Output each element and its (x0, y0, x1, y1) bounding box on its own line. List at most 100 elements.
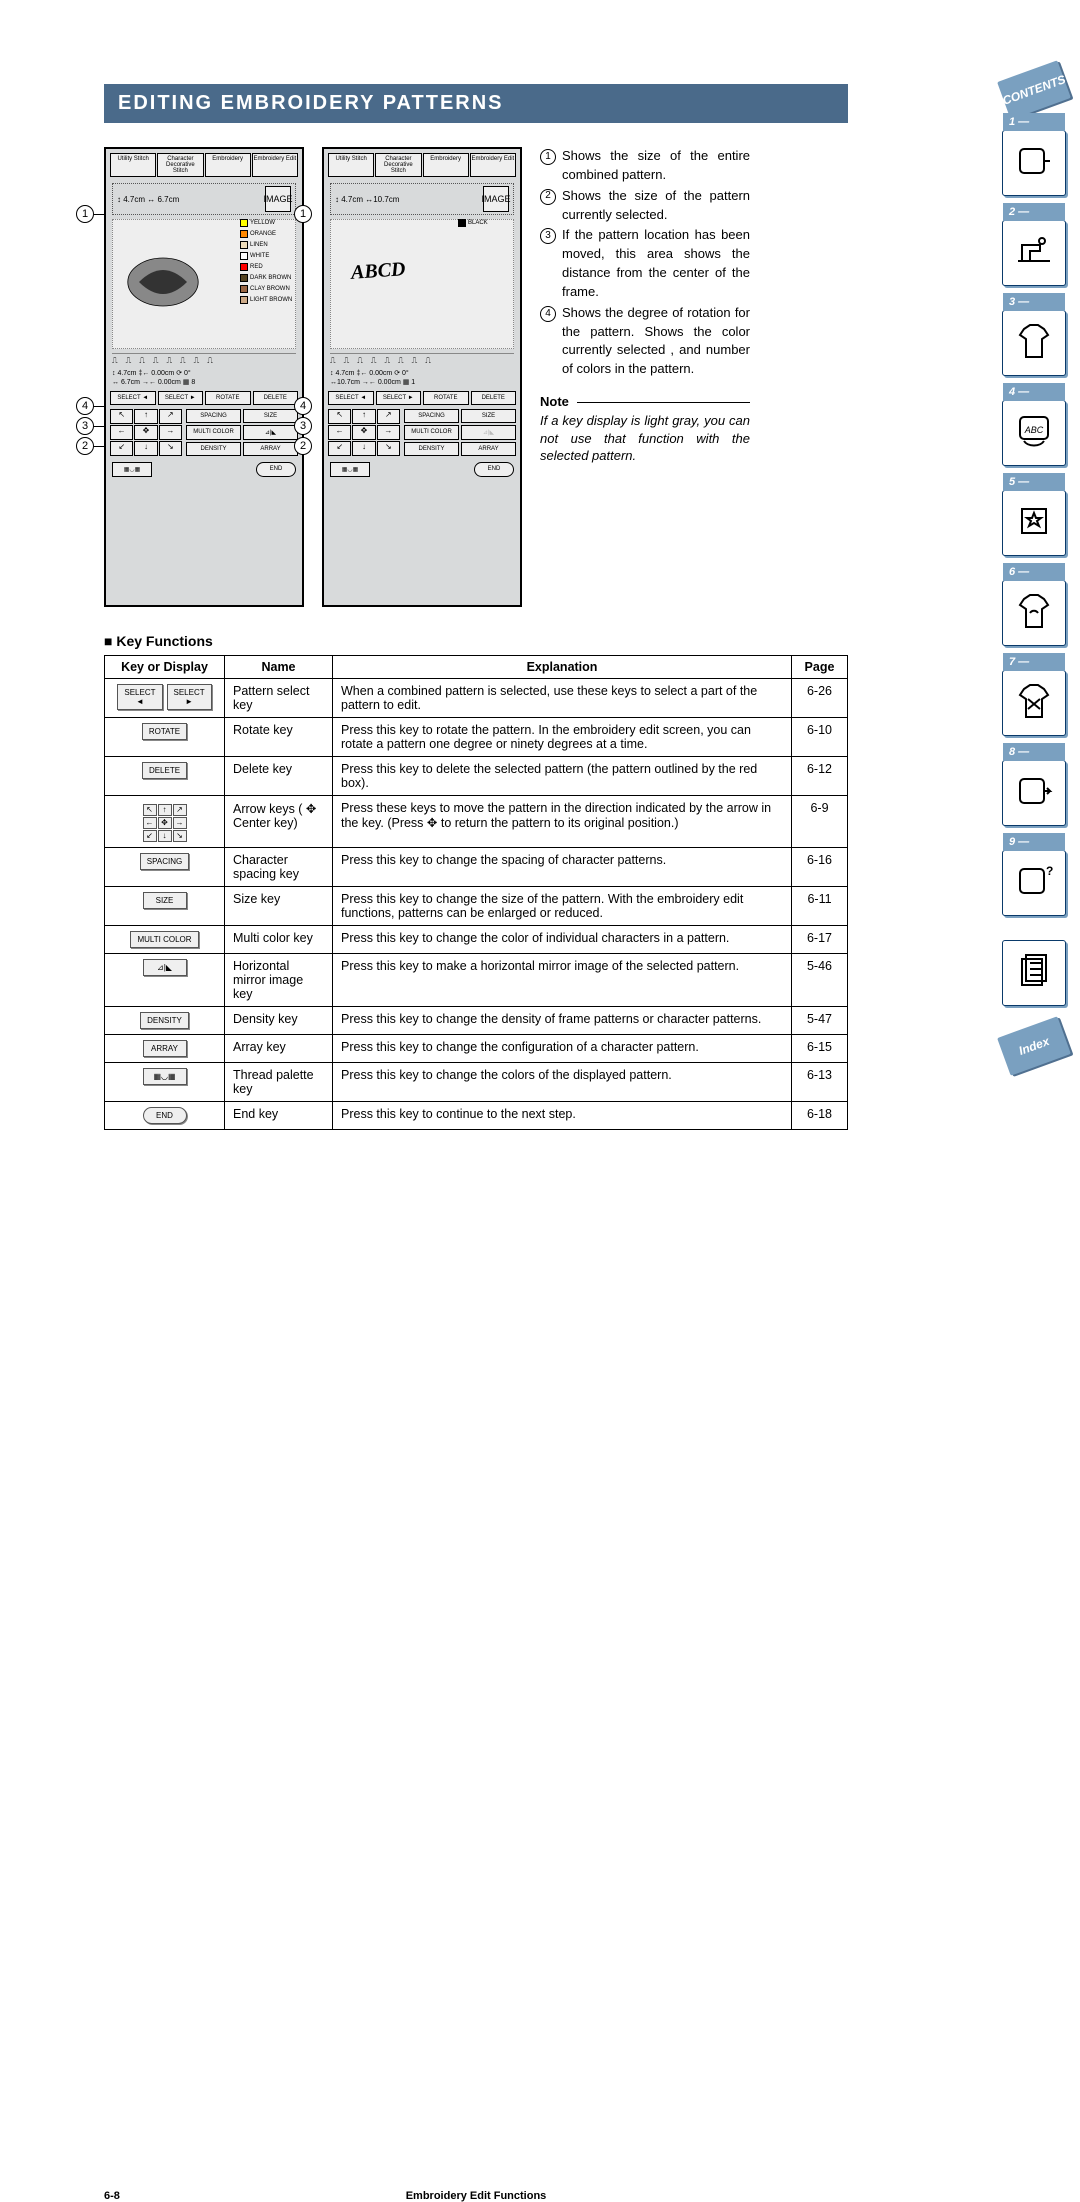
key-display-cell: ↖↑↗←✥→↙↓↘ (105, 796, 225, 848)
key-page-cell: 6-18 (792, 1102, 848, 1130)
callout-marker-3: 3 (76, 417, 94, 435)
key-explanation-cell: Press this key to change the spacing of … (333, 848, 792, 887)
table-row: ENDEnd keyPress this key to continue to … (105, 1102, 848, 1130)
machine-icon (1014, 231, 1054, 276)
chapter-tab[interactable]: 1 — (1002, 130, 1066, 196)
lcd-tab: Character Decorative Stitch (157, 153, 203, 177)
lcd-tab: Embroidery Edit (252, 153, 298, 177)
design-text: ABCD (350, 258, 406, 285)
key-display-cell: ▦◡▦ (105, 1063, 225, 1102)
arrow-pad: ↖↑↗ ←✥→ ↙↓↘ (110, 409, 182, 456)
chapter-tab-number: 6 — (1003, 563, 1065, 581)
key-name-cell: Array key (225, 1035, 333, 1063)
table-row: ▦◡▦Thread palette keyPress this key to c… (105, 1063, 848, 1102)
star-frame-icon (1014, 501, 1054, 546)
key-explanation-cell: Press this key to rotate the pattern. In… (333, 718, 792, 757)
hoop-q-icon: ?! (1014, 861, 1054, 906)
contents-tab[interactable]: CONTENTS (997, 60, 1071, 119)
array-key: ARRAY (243, 442, 298, 456)
key-name-cell: Horizontal mirror image key (225, 954, 333, 1007)
lcd-screen-1: 1 4 3 2 Utility Stitch Character Decorat… (104, 147, 304, 607)
key-explanation-cell: Press this key to change the colors of t… (333, 1063, 792, 1102)
callout-marker-2: 2 (76, 437, 94, 455)
key-page-cell: 5-46 (792, 954, 848, 1007)
abc-hoop-icon: ABC (1014, 411, 1054, 456)
chapter-sidebar: CONTENTS 1 —2 —3 —4 —ABC5 —6 —7 —8 —9 —?… (1002, 70, 1080, 1066)
table-row: SPACINGCharacter spacing keyPress this k… (105, 848, 848, 887)
callout-marker-1: 1 (76, 205, 94, 223)
key-explanation-cell: Press this key to change the density of … (333, 1007, 792, 1035)
table-row: ⊿|◣Horizontal mirror image keyPress this… (105, 954, 848, 1007)
table-row: SELECT◄SELECT►Pattern select keyWhen a c… (105, 679, 848, 718)
key-page-cell: 6-26 (792, 679, 848, 718)
lcd-tab: Embroidery (205, 153, 251, 177)
figure-row: 1 4 3 2 Utility Stitch Character Decorat… (104, 147, 848, 607)
multicolor-key: MULTI COLOR (186, 425, 241, 440)
table-row: ARRAYArray keyPress this key to change t… (105, 1035, 848, 1063)
key-explanation-cell: Press this key to make a horizontal mirr… (333, 954, 792, 1007)
key-functions-heading: ■ Key Functions (104, 633, 848, 649)
mirror-key: ⊿|◣ (243, 425, 298, 440)
key-explanation-cell: When a combined pattern is selected, use… (333, 679, 792, 718)
chapter-tab[interactable]: 8 — (1002, 760, 1066, 826)
index-tab[interactable]: Index (997, 1016, 1071, 1075)
end-key: END (256, 462, 296, 477)
note-text: If a key display is light gray, you can … (540, 412, 750, 465)
page-title: EDITING EMBROIDERY PATTERNS (104, 84, 848, 123)
shirt-design-icon (1014, 681, 1054, 726)
key-page-cell: 5-47 (792, 1007, 848, 1035)
key-page-cell: 6-17 (792, 926, 848, 954)
select-prev-key: SELECT ◄ (110, 391, 156, 405)
svg-text:?!: ?! (1046, 864, 1054, 878)
lcd-dim: ↕ 4.7cm ↔ 6.7cm (117, 195, 179, 204)
color-list: YELLOW ORANGE LINEN WHITE RED DARK BROWN… (240, 219, 296, 307)
table-row: ROTATERotate keyPress this key to rotate… (105, 718, 848, 757)
key-explanation-cell: Press this key to change the configurati… (333, 1035, 792, 1063)
key-page-cell: 6-11 (792, 887, 848, 926)
key-explanation-cell: Press this key to delete the selected pa… (333, 757, 792, 796)
delete-key: DELETE (253, 391, 299, 405)
image-button: IMAGE (265, 186, 291, 212)
key-name-cell: Character spacing key (225, 848, 333, 887)
key-explanation-cell: Press this key to continue to the next s… (333, 1102, 792, 1130)
key-name-cell: Multi color key (225, 926, 333, 954)
chapter-tab-number: 3 — (1003, 293, 1065, 311)
hoop-icon (1014, 141, 1054, 186)
shirt-icon (1014, 321, 1054, 366)
key-display-cell: ⊿|◣ (105, 954, 225, 1007)
chapter-tab-number: 8 — (1003, 743, 1065, 761)
callout-marker-1b: 1 (294, 205, 312, 223)
chapter-tab-number: 4 — (1003, 383, 1065, 401)
key-page-cell: 6-15 (792, 1035, 848, 1063)
key-page-cell: 6-9 (792, 796, 848, 848)
chapter-tab[interactable] (1002, 940, 1066, 1006)
chapter-tab[interactable]: 2 — (1002, 220, 1066, 286)
size-key: SIZE (243, 409, 298, 423)
chapter-tab[interactable]: 6 — (1002, 580, 1066, 646)
key-explanation-cell: Press this key to change the color of in… (333, 926, 792, 954)
key-display-cell: SIZE (105, 887, 225, 926)
key-explanation-cell: Press these keys to move the pattern in … (333, 796, 792, 848)
key-name-cell: Size key (225, 887, 333, 926)
key-page-cell: 6-12 (792, 757, 848, 796)
key-functions-table: Key or Display Name Explanation Page SEL… (104, 655, 848, 1130)
key-name-cell: Delete key (225, 757, 333, 796)
chapter-tab-number: 1 — (1003, 113, 1065, 131)
table-row: MULTI COLORMulti color keyPress this key… (105, 926, 848, 954)
key-name-cell: Thread palette key (225, 1063, 333, 1102)
chapter-tab[interactable]: 9 —?! (1002, 850, 1066, 916)
key-name-cell: End key (225, 1102, 333, 1130)
palette-key: ▦◡▦ (112, 462, 152, 477)
spacing-key: SPACING (186, 409, 241, 423)
key-page-cell: 6-10 (792, 718, 848, 757)
key-name-cell: Rotate key (225, 718, 333, 757)
density-key: DENSITY (186, 442, 241, 456)
chapter-tab[interactable]: 3 — (1002, 310, 1066, 376)
chapter-tab[interactable]: 7 — (1002, 670, 1066, 736)
key-display-cell: ARRAY (105, 1035, 225, 1063)
callout-marker-4: 4 (76, 397, 94, 415)
lcd-screen-2: 1 4 3 2 Utility Stitch Character Decorat… (322, 147, 522, 607)
chapter-tab[interactable]: 5 — (1002, 490, 1066, 556)
chapter-tab[interactable]: 4 —ABC (1002, 400, 1066, 466)
bottom-dims: ↕ 4.7cm ‡← 0.00cm ⟳ 0° ↔ 6.7cm →← 0.00cm… (112, 369, 296, 387)
